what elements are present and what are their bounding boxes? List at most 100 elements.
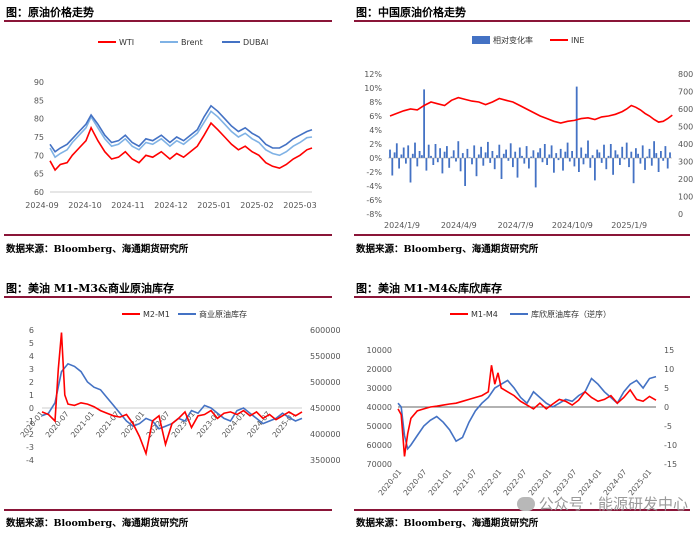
change-rate-bar: [452, 150, 455, 158]
change-rate-bar: [580, 147, 583, 158]
chart-us-m1-m4: 10000 20000 30000 40000 50000 60000 70000 -15 -1…: [367, 309, 678, 497]
change-rate-bar: [405, 158, 407, 164]
y-left-tick-label: 4%: [369, 126, 382, 135]
y-right-tick-label: -5: [664, 422, 672, 431]
change-rate-bar: [612, 158, 614, 175]
change-rate-bar: [496, 155, 498, 158]
y-tick-label: 65: [34, 170, 44, 179]
change-rate-bar: [573, 158, 576, 167]
x-tick-label: 2025-02: [240, 201, 273, 210]
change-rate-bar: [423, 89, 425, 158]
series-line-wti: [49, 121, 313, 172]
y-left-tick-label: 2%: [369, 140, 382, 149]
y-tick-label: 70: [34, 151, 44, 160]
change-rate-bar: [477, 154, 480, 158]
legend-label: 库欣原油库存（逆序）: [531, 309, 611, 319]
legend-label: M2-M1: [143, 310, 170, 319]
chart-title: 图：原油价格走势: [6, 6, 94, 19]
change-rate-bar: [409, 158, 412, 183]
y-tick-label: 75: [34, 133, 44, 142]
change-rate-bar: [621, 146, 624, 158]
y-tick-label: 60: [34, 188, 44, 197]
change-rate-bar: [660, 151, 662, 158]
legend-label: Brent: [181, 38, 203, 47]
legend-label: 相对变化率: [493, 35, 533, 45]
source-rule: [4, 509, 332, 511]
legend-label: 商业原油库存: [199, 309, 247, 319]
series-line-dubai: [49, 104, 313, 153]
change-rate-bar: [416, 158, 419, 167]
change-rate-bar: [512, 158, 514, 168]
change-rate-bar: [443, 151, 446, 158]
y-left-tick-label: 10%: [364, 84, 382, 93]
change-rate-bar: [537, 152, 539, 158]
y-left-tick-label: 6: [29, 326, 34, 335]
change-rate-bar: [566, 142, 569, 158]
change-rate-bar: [468, 157, 471, 158]
y-left-tick-label: -4%: [366, 182, 382, 191]
change-rate-bar: [557, 158, 560, 161]
y-right-tick-label: 0: [678, 210, 683, 219]
source-rule: [354, 234, 690, 236]
legend-label: INE: [571, 36, 584, 45]
x-tick-label: 2024/1/9: [384, 221, 420, 230]
change-rate-bar: [471, 158, 473, 165]
change-rate-bar: [591, 155, 594, 158]
y-left-tick-label: -2: [26, 430, 34, 439]
title-rule: [4, 20, 332, 22]
change-rate-bar: [594, 158, 596, 181]
change-rate-bar: [543, 144, 546, 158]
x-tick-label: 2024-10: [68, 201, 101, 210]
change-rate-bar: [648, 148, 651, 158]
change-rate-bar: [646, 156, 649, 158]
y-left-tick-label: -8%: [366, 210, 382, 219]
change-rate-bar: [528, 158, 530, 169]
y-left-tick-label: 20000: [367, 365, 392, 374]
y-left-tick-label: 40000: [367, 403, 392, 412]
change-rate-bar: [564, 151, 567, 158]
change-rate-bar: [439, 148, 441, 158]
change-rate-bar: [616, 154, 619, 158]
change-rate-bar: [657, 158, 660, 172]
y-right-tick-label: 200: [678, 175, 693, 184]
change-rate-bar: [459, 158, 462, 172]
change-rate-bar: [514, 151, 517, 158]
y-left-tick-label: -4: [26, 456, 34, 465]
y-right-tick-label: 400000: [310, 430, 341, 439]
chart-title: 图：中国原油价格走势: [356, 6, 466, 19]
change-rate-bar: [571, 151, 573, 158]
change-rate-bar: [498, 144, 501, 158]
change-rate-bar: [509, 143, 512, 158]
x-tick-label: 2020-07: [401, 467, 428, 497]
legend-label: WTI: [119, 38, 134, 47]
x-tick-label: 2024/7/9: [498, 221, 534, 230]
y-left-tick-label: 4: [29, 352, 34, 361]
y-left-tick-label: 50000: [367, 422, 392, 431]
y-right-tick-label: 800: [678, 70, 693, 79]
legend-label: DUBAI: [243, 38, 268, 47]
change-rate-bar: [607, 155, 610, 158]
y-left-tick-label: -2%: [366, 168, 382, 177]
change-rate-bar: [427, 144, 430, 158]
source-note: 数据来源：Bloomberg、海通期货研究所: [6, 244, 189, 255]
x-tick-label: 2021-01: [426, 467, 453, 497]
change-rate-bar: [666, 158, 669, 169]
series-line-m1-m4: [397, 365, 657, 457]
title-rule: [354, 296, 690, 298]
title-rule: [354, 20, 690, 22]
panel-us-m1-m3: 图：美油 M1-M3&商业原油库存 -4 -3 -2 -1 0 1 2 3 4 5 6 350000 4…: [0, 266, 350, 533]
change-rate-bar: [637, 153, 639, 158]
source-rule: [4, 234, 332, 236]
y-right-tick-label: 500: [678, 123, 693, 132]
change-rate-bar: [559, 148, 562, 158]
y-left-tick-label: 30000: [367, 384, 392, 393]
change-rate-bar: [487, 141, 489, 158]
change-rate-bar: [480, 146, 482, 158]
change-rate-bar: [587, 140, 589, 158]
change-rate-bar: [669, 152, 671, 158]
y-left-tick-label: 12%: [364, 70, 382, 79]
change-rate-bar: [546, 158, 548, 165]
change-rate-bar: [632, 158, 635, 184]
y-right-tick-label: 5: [664, 384, 669, 393]
y-left-tick-label: 2: [29, 378, 34, 387]
